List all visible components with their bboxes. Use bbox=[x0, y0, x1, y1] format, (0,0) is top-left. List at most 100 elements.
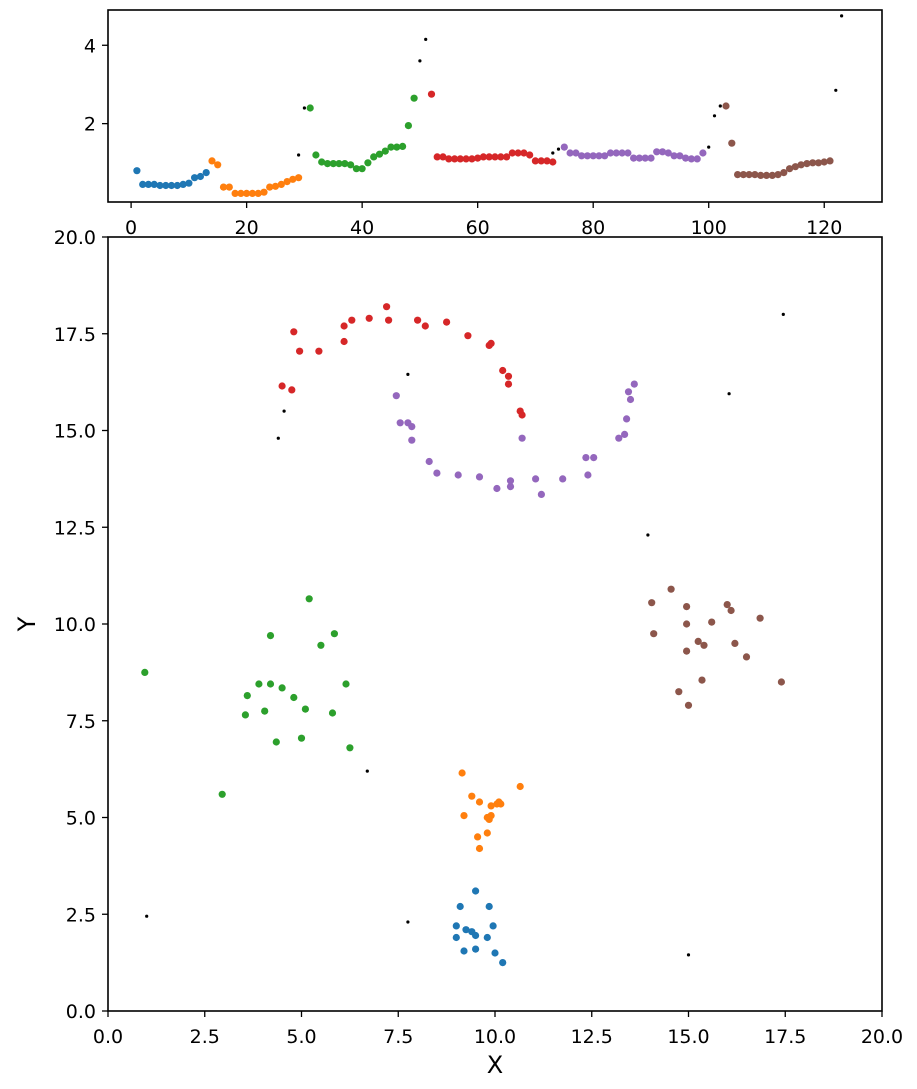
cluster-point bbox=[694, 637, 702, 646]
cluster-point bbox=[623, 415, 631, 423]
order-point bbox=[658, 148, 667, 156]
order-point bbox=[797, 161, 805, 169]
x-tick-label: 5.0 bbox=[286, 1026, 316, 1048]
order-point bbox=[237, 189, 245, 197]
order-point bbox=[653, 148, 661, 156]
cluster-point bbox=[255, 680, 263, 688]
order-point bbox=[433, 153, 441, 161]
cluster-point bbox=[590, 454, 598, 462]
cluster-point bbox=[425, 457, 433, 466]
order-point bbox=[283, 178, 291, 186]
order-point bbox=[774, 171, 782, 179]
cluster-point bbox=[141, 668, 149, 677]
cluster-point bbox=[301, 705, 309, 713]
cluster-point bbox=[340, 322, 348, 330]
cluster-point bbox=[342, 680, 350, 688]
noise-point bbox=[781, 312, 785, 316]
noise-point bbox=[365, 769, 369, 773]
cluster-point bbox=[648, 599, 656, 607]
order-point bbox=[514, 149, 522, 157]
order-point bbox=[381, 147, 389, 155]
y-tick-label: 17.5 bbox=[54, 324, 96, 346]
x-axis-title: X bbox=[487, 1051, 503, 1079]
noise-point bbox=[556, 147, 561, 151]
cluster-point bbox=[684, 701, 693, 709]
cluster-point bbox=[266, 632, 275, 640]
order-point bbox=[318, 158, 326, 166]
order-point bbox=[306, 104, 314, 112]
order-point bbox=[699, 149, 707, 157]
cluster-point bbox=[472, 931, 480, 940]
order-point bbox=[526, 151, 534, 159]
y-tick-label: 2.5 bbox=[66, 904, 96, 926]
order-point bbox=[768, 171, 776, 179]
y-tick-label: 15.0 bbox=[54, 421, 96, 443]
order-point bbox=[323, 160, 332, 168]
cluster-point bbox=[504, 380, 513, 388]
order-point bbox=[266, 183, 274, 191]
x-tick-label: 15.0 bbox=[667, 1026, 709, 1048]
order-point bbox=[508, 149, 516, 157]
order-point bbox=[248, 189, 256, 197]
order-point bbox=[728, 139, 736, 147]
cluster-point bbox=[504, 372, 513, 380]
order-point bbox=[479, 153, 487, 161]
noise-point bbox=[424, 37, 428, 42]
noise-point bbox=[718, 104, 722, 108]
order-point bbox=[243, 189, 251, 197]
cluster-point bbox=[414, 316, 422, 324]
order-point bbox=[312, 151, 320, 159]
order-point bbox=[393, 143, 401, 151]
cluster-point bbox=[483, 829, 491, 837]
cluster-point bbox=[624, 388, 633, 396]
cluster-point bbox=[487, 802, 495, 810]
order-point bbox=[133, 167, 141, 175]
order-point bbox=[624, 149, 632, 157]
order-point bbox=[427, 90, 436, 98]
cluster-point bbox=[297, 734, 306, 742]
x-tick-label: 12.5 bbox=[571, 1026, 613, 1048]
cluster-point bbox=[723, 601, 731, 609]
order-point bbox=[485, 153, 493, 161]
order-point bbox=[682, 154, 690, 162]
order-point bbox=[826, 157, 834, 165]
order-point bbox=[468, 155, 476, 163]
cluster-point bbox=[582, 454, 590, 462]
noise-point bbox=[840, 14, 844, 18]
x-tick-label: 0.0 bbox=[93, 1026, 123, 1048]
cluster-point bbox=[683, 603, 691, 611]
cluster-point bbox=[328, 709, 337, 717]
order-point bbox=[491, 153, 499, 161]
cluster-point bbox=[421, 322, 429, 330]
order-point bbox=[271, 182, 280, 190]
cluster-order-chart: 0 20 40 60 80 100 120 2 4 bbox=[84, 9, 883, 239]
cluster-point bbox=[683, 647, 691, 655]
order-point bbox=[578, 152, 586, 160]
cluster-point bbox=[460, 947, 468, 955]
cluster-point bbox=[472, 887, 480, 895]
cluster-point bbox=[290, 693, 298, 702]
cluster-point bbox=[777, 678, 786, 686]
cluster-point bbox=[385, 316, 393, 324]
order-point bbox=[335, 160, 343, 168]
cluster-point bbox=[468, 792, 476, 800]
order-point bbox=[664, 149, 672, 157]
cluster-point bbox=[456, 902, 464, 911]
x-tick-label: 40 bbox=[350, 217, 374, 239]
order-point bbox=[722, 102, 730, 110]
cluster-point bbox=[621, 430, 629, 438]
order-point bbox=[191, 174, 199, 182]
x-tick-label: 7.5 bbox=[383, 1026, 413, 1048]
order-point bbox=[347, 161, 355, 169]
cluster-point bbox=[756, 614, 764, 622]
cluster-point bbox=[506, 483, 515, 491]
y-tick-label: 5.0 bbox=[66, 808, 96, 830]
cluster-point bbox=[742, 653, 751, 661]
order-point bbox=[260, 188, 268, 196]
order-point bbox=[601, 152, 609, 160]
order-point bbox=[739, 171, 748, 179]
x-tick-label: 120 bbox=[806, 217, 842, 239]
cluster-point bbox=[491, 949, 499, 957]
y-tick-label: 12.5 bbox=[54, 517, 96, 539]
order-point bbox=[162, 181, 170, 190]
